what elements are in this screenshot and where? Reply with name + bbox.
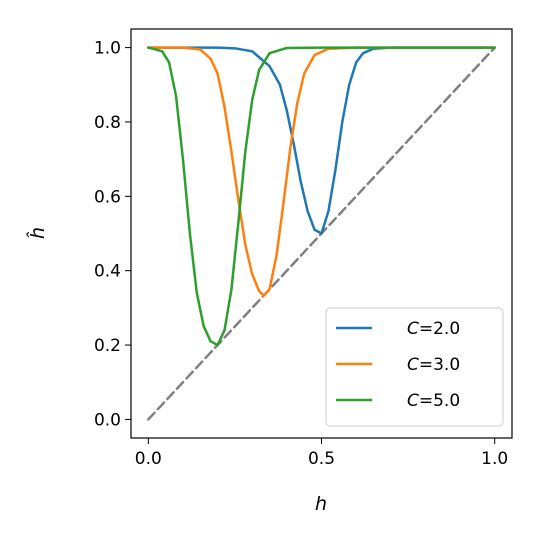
legend-box — [325, 307, 504, 427]
legend-label-c5: C=5.0 — [407, 391, 460, 411]
series-layer — [147, 46, 496, 421]
y-tick-label: 0.2 — [94, 336, 121, 356]
x-axis-label: h — [315, 493, 327, 515]
x-tick-label: 0.5 — [308, 449, 335, 469]
legend-label-c2: C=2.0 — [407, 319, 460, 339]
x-ticks: 0.0 0.5 1.0 — [135, 438, 508, 469]
y-tick-label: 0.8 — [94, 113, 121, 133]
y-ticks: 0.0 0.2 0.4 0.6 0.8 1.0 — [94, 39, 131, 430]
y-tick-label: 0.6 — [94, 187, 121, 207]
y-tick-label: 0.4 — [94, 262, 121, 282]
series-line-3 — [147, 46, 496, 347]
x-tick-label: 1.0 — [481, 449, 508, 469]
y-tick-label: 1.0 — [94, 39, 121, 59]
series-line-2 — [147, 46, 496, 297]
legend-label-c3: C=3.0 — [407, 355, 460, 375]
series-line-1 — [147, 46, 496, 235]
legend: C=2.0 C=3.0 C=5.0 — [325, 307, 504, 427]
x-tick-label: 0.0 — [135, 449, 162, 469]
y-axis-label: ĥ — [26, 227, 49, 239]
y-tick-label: 0.0 — [94, 410, 121, 430]
